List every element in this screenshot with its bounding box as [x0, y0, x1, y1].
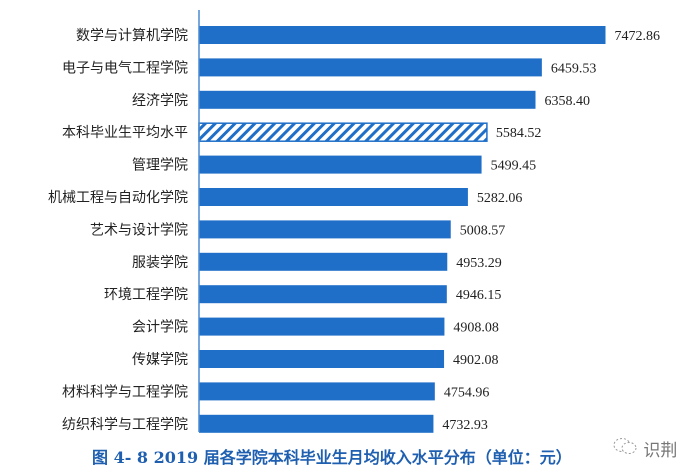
value-label: 4754.96: [444, 385, 490, 400]
value-label: 6358.40: [545, 94, 591, 109]
watermark: 识荆: [612, 436, 677, 461]
value-label: 4732.93: [442, 418, 488, 433]
category-label: 数学与计算机学院: [76, 28, 188, 44]
bar: [199, 155, 482, 174]
bar: [199, 317, 445, 336]
value-label: 4953.29: [456, 256, 502, 271]
category-label: 艺术与设计学院: [90, 222, 188, 238]
bar: [199, 350, 445, 368]
value-label: 7472.86: [615, 29, 661, 44]
value-label: 4902.08: [453, 353, 499, 368]
value-label: 6459.53: [551, 61, 597, 76]
value-label: 4946.15: [456, 288, 502, 303]
bar: [199, 285, 447, 304]
category-label: 电子与电气工程学院: [62, 60, 188, 76]
wechat-icon: [612, 438, 643, 461]
category-label: 服装学院: [132, 255, 188, 271]
category-label: 会计学院: [132, 320, 188, 336]
bar: [199, 90, 536, 109]
category-label: 纺织科学与工程学院: [62, 417, 188, 433]
bar: [199, 188, 468, 206]
bar-chart: 数学与计算机学院 7472.86 电子与电气工程学院 6459.53 经济学院 6358.…: [48, 10, 661, 433]
value-label: 5282.06: [477, 191, 523, 206]
chart-caption: 图 4- 8 2019 届各学院本科毕业生月均收入水平分布（单位：元）: [92, 448, 572, 467]
bar: [199, 252, 448, 271]
watermark-text: 识荆: [643, 441, 678, 461]
bar: [199, 58, 542, 77]
value-label: 5584.52: [496, 126, 542, 141]
value-label: 5499.45: [491, 159, 536, 174]
category-label: 管理学院: [132, 158, 188, 174]
category-label: 本科毕业生平均水平: [62, 125, 188, 141]
value-label: 4908.08: [453, 321, 499, 336]
category-label: 材料科学与工程学院: [62, 384, 188, 400]
bar: [199, 220, 451, 239]
category-label: 机械工程与自动化学院: [48, 190, 188, 206]
category-label: 经济学院: [132, 93, 188, 109]
value-label: 5008.57: [460, 223, 506, 238]
bar: [199, 382, 435, 401]
bar-average: [198, 122, 488, 142]
category-label: 传媒学院: [132, 352, 188, 368]
bar: [199, 414, 434, 433]
bar: [199, 26, 606, 44]
category-label: 环境工程学院: [104, 287, 188, 303]
